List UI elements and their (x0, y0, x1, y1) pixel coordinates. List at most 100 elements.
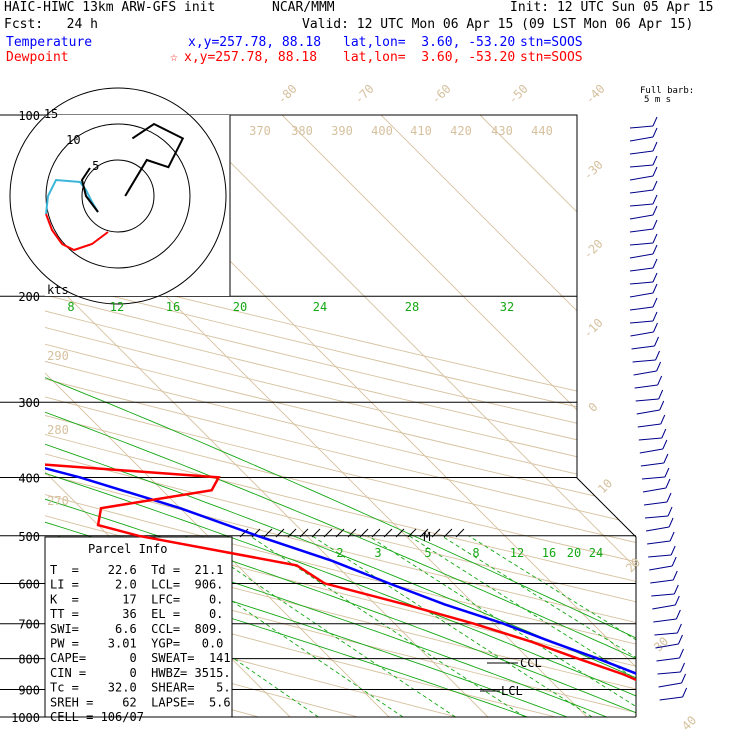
forecast-hour: Fcst: 24 h (4, 17, 98, 32)
thetae-label: 24 (313, 300, 327, 314)
theta-label: 420 (450, 124, 472, 138)
pressure-label: 200 (18, 290, 40, 304)
wind-barb (629, 214, 654, 220)
dry-adiabat-line (45, 115, 636, 717)
wind-barb-flag (682, 687, 688, 698)
wind-barb-flag (656, 361, 662, 372)
hash-mark (311, 528, 321, 538)
dry-adiabat-line (45, 115, 636, 717)
wind-barb (645, 526, 670, 532)
dry-adiabat-line (45, 115, 636, 717)
wind-barb-flag (676, 623, 682, 634)
dry-adiabat-line (45, 115, 636, 717)
wind-barb-flag (660, 414, 666, 425)
isotherm-label: -50 (506, 82, 531, 107)
wind-barb-flag (657, 375, 663, 386)
isotherm-label: 40 (679, 713, 699, 733)
wind-barb-flag (654, 336, 659, 347)
wind-barb (635, 398, 659, 402)
thetae-label: 8 (67, 300, 74, 314)
wind-barb (629, 281, 654, 285)
temperature-profile (45, 115, 636, 717)
wind-barb (629, 175, 654, 181)
ccl-label: CCL (520, 656, 542, 670)
isotherm-label: -80 (275, 82, 300, 107)
mixing-ratio-line (468, 535, 636, 717)
isotherm-label: -10 (581, 316, 606, 341)
wind-barb-flag (671, 556, 677, 567)
dry-adiabat-line (45, 115, 636, 717)
hash-mark (335, 528, 345, 538)
dewpoint-coords: x,y=257.78, 88.18 (184, 50, 318, 65)
isotherm-label: -30 (581, 158, 606, 183)
wind-barb-flag (663, 453, 669, 464)
wind-barb-flag (672, 570, 678, 581)
thetae-label: 32 (500, 300, 514, 314)
mixing-ratio-label: 20 (567, 546, 581, 560)
lcl-label: LCL (501, 684, 523, 698)
thetae-label: 16 (166, 300, 180, 314)
wind-barb (652, 604, 676, 610)
hash-mark (419, 528, 429, 538)
center-title: NCAR/MMM (272, 0, 335, 15)
theta-label: 280 (47, 423, 69, 437)
wind-barb (655, 643, 679, 649)
hash-mark (275, 528, 285, 538)
parcel-info-row: T = 22.6 Td = 21.1 (50, 563, 223, 577)
isotherm-label: 30 (651, 634, 671, 654)
theta-label: 430 (491, 124, 513, 138)
parcel-info-title: Parcel Info (88, 542, 167, 556)
mixing-ratio-label: 8 (472, 546, 479, 560)
wind-barb-flag (652, 219, 658, 230)
dewpoint-station: stn=SOOS (520, 50, 583, 65)
hash-mark (323, 528, 333, 538)
temperature-latlon: lat,lon= 3.60, -53.20 (343, 35, 516, 50)
wind-barb (629, 150, 654, 155)
wind-barb (651, 593, 675, 597)
hodograph-unit: kts (47, 283, 69, 297)
mixing-ratio-label: 16 (542, 546, 556, 560)
hodograph-trace-upper (45, 178, 99, 215)
wind-barb (629, 242, 654, 246)
wind-barb (654, 632, 678, 636)
hodograph-ring-label: 5 (92, 159, 99, 173)
hash-mark (263, 528, 273, 538)
isotherm-label: -60 (429, 82, 454, 107)
parcel-info-row: SREH = 62 LAPSE= 5.6 (50, 695, 231, 709)
mixing-ratio-label: 24 (589, 546, 603, 560)
isotherm-line (45, 115, 390, 717)
isotherm-line (479, 115, 636, 717)
pressure-label: 500 (18, 530, 40, 544)
model-title: HAIC-HIWC 13km ARW-GFS init (4, 0, 216, 15)
pressure-label: 600 (18, 577, 40, 591)
pressure-label: 300 (18, 396, 40, 410)
wind-barb (639, 448, 663, 454)
parcel-info-row: CELL = 106/07 (50, 710, 144, 724)
hash-mark (443, 528, 453, 538)
wind-barb (648, 554, 672, 558)
hodograph-trace (124, 122, 185, 197)
wind-barb (643, 501, 668, 506)
hash-mark (347, 528, 357, 538)
wind-barb-flag (669, 531, 675, 542)
hash-mark (239, 528, 249, 538)
wind-barb (629, 189, 654, 194)
wind-barb (647, 540, 671, 545)
hash-mark (287, 528, 297, 538)
pressure-label: 1000 (11, 711, 40, 725)
pressure-label: 800 (18, 653, 40, 667)
wind-barb-flag (652, 116, 658, 127)
wind-barb (629, 267, 654, 272)
pressure-label: 700 (18, 618, 40, 632)
wind-barb-flag (662, 439, 668, 450)
hash-mark (395, 528, 405, 538)
hodograph-ring-label: 10 (66, 133, 80, 147)
dry-adiabat-line (45, 115, 636, 717)
thetae-label: 20 (233, 300, 247, 314)
wind-barb-flag (673, 584, 679, 595)
wind-barb-flag (677, 634, 683, 645)
wind-barb-flag (668, 517, 674, 528)
dry-adiabat-line (45, 115, 556, 717)
wind-barb-flag (652, 205, 658, 216)
isotherm-label: -40 (583, 82, 608, 107)
